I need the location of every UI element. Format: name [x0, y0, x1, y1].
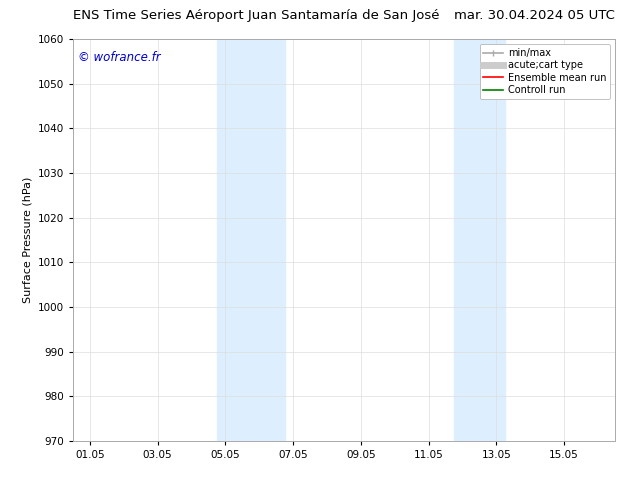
Bar	[217, 39, 285, 441]
Text: mar. 30.04.2024 05 UTC: mar. 30.04.2024 05 UTC	[454, 9, 615, 22]
Legend: min/max, acute;cart type, Ensemble mean run, Controll run: min/max, acute;cart type, Ensemble mean …	[479, 44, 610, 99]
Text: © wofrance.fr: © wofrance.fr	[79, 51, 161, 64]
Y-axis label: Surface Pressure (hPa): Surface Pressure (hPa)	[22, 177, 32, 303]
Text: ENS Time Series Aéroport Juan Santamaría de San José: ENS Time Series Aéroport Juan Santamaría…	[73, 9, 439, 22]
Bar	[454, 39, 505, 441]
